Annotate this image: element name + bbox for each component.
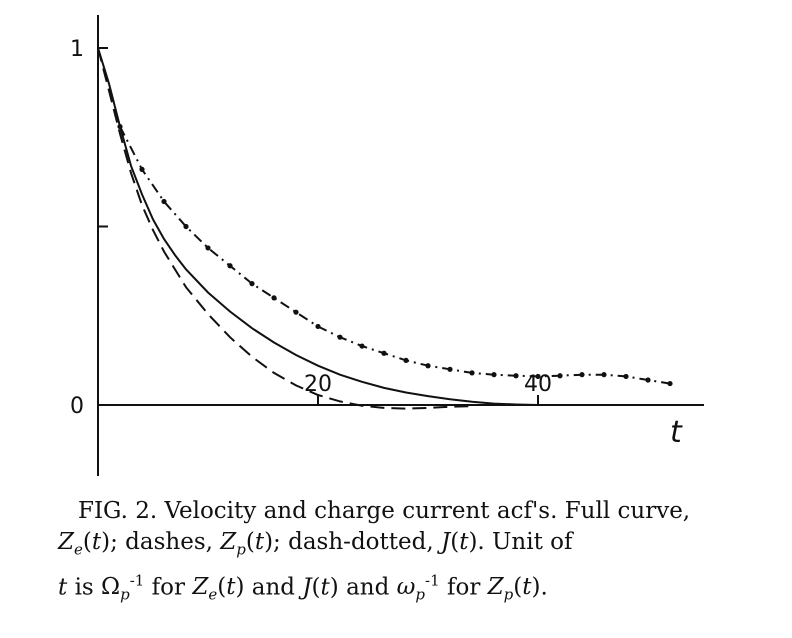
chart-axes: 1 0 20 40 t: [70, 15, 704, 476]
caption-symbol-zp-2: Zp(t): [487, 574, 541, 604]
series-dash-dotted-point-22: [601, 372, 607, 378]
caption-symbol-j-2: J(t): [302, 574, 339, 601]
caption-fig-label: FIG. 2.: [78, 498, 158, 524]
series-dash-dotted-point-15: [447, 366, 453, 372]
caption-line-2: Ze(t); dashes, Zp(t); dash-dotted, J(t).…: [58, 527, 778, 566]
caption-symbol-j: J(t).: [440, 529, 485, 555]
caption-symbol-ze: Ze(t);: [58, 529, 118, 559]
caption-period: .: [540, 574, 548, 601]
series-dash-dotted-point-7: [271, 295, 277, 301]
series-dash-dotted-point-18: [513, 373, 519, 379]
series-dash-dotted-point-12: [381, 350, 387, 356]
caption-is: is: [74, 574, 94, 601]
series-dash-dotted-point-8: [293, 309, 299, 315]
x-tick-label-1: 40: [524, 372, 552, 397]
series-dash-dotted-point-1: [139, 166, 145, 172]
y-tick-label-0: 1: [70, 37, 84, 62]
series-dash-dotted-point-25: [667, 380, 673, 387]
caption-unit-text: Unit of: [492, 529, 573, 555]
caption-symbol-t: t: [58, 574, 68, 601]
series-dash-dotted-point-21: [579, 372, 585, 378]
series-dash-dotted-point-6: [249, 281, 255, 287]
series-dash-dotted-point-14: [425, 363, 431, 369]
series-dash-dotted-point-16: [469, 370, 475, 376]
caption-title: Velocity and charge current acf's.: [164, 498, 558, 524]
caption-symbol-ze-2: Ze(t): [192, 574, 245, 604]
series-dash-dotted-point-9: [315, 323, 321, 330]
caption-for-1: for: [151, 574, 186, 601]
series-dash-dotted-point-4: [205, 245, 211, 251]
x-tick-label-0: 20: [304, 372, 332, 397]
caption-and-2: and: [346, 574, 390, 601]
series-dash-dotted-point-20: [557, 373, 563, 379]
x-axis-label: t: [670, 415, 683, 450]
caption-symbol-zp: Zp(t);: [220, 529, 281, 559]
caption-symbol-omega-big: Ωp-1: [101, 571, 145, 604]
series-dashed-curve: [97, 47, 473, 410]
series-dash-dotted-curve: [119, 126, 671, 385]
chart-plot: 1 0 20 40 t: [70, 15, 704, 476]
series-dash-dotted-point-17: [491, 372, 497, 378]
series-dash-dotted-point-19: [535, 373, 541, 380]
caption-for-2: for: [446, 574, 481, 601]
caption-symbol-omega-small: ωp-1: [396, 571, 440, 604]
caption-dash-dotted: dash-dotted,: [288, 529, 434, 555]
series-dash-dotted-point-13: [403, 357, 409, 363]
series-dash-dotted-point-11: [359, 343, 365, 349]
series-dash-dotted-point-2: [161, 198, 167, 205]
figure-caption: FIG. 2. Velocity and charge current acf'…: [58, 496, 778, 611]
series-full-curve: [97, 47, 560, 406]
caption-full-curve: Full curve,: [564, 498, 691, 524]
series-dash-dotted-point-10: [337, 334, 343, 340]
series-dash-dotted-point-3: [183, 223, 189, 230]
series-dash-dotted-point-0: [117, 123, 123, 130]
chart-series-group: [97, 47, 673, 410]
series-dash-dotted-point-23: [623, 373, 629, 380]
caption-dashes: dashes,: [125, 529, 213, 555]
caption-line-1: FIG. 2. Velocity and charge current acf'…: [58, 496, 778, 527]
y-tick-label-1: 0: [70, 394, 84, 419]
series-dash-dotted-point-5: [227, 263, 233, 269]
series-dash-dotted-point-24: [645, 377, 651, 383]
caption-and: and: [251, 574, 295, 601]
caption-line-3: t is Ωp-1 for Ze(t) and J(t) and ωp-1 fo…: [58, 566, 778, 611]
